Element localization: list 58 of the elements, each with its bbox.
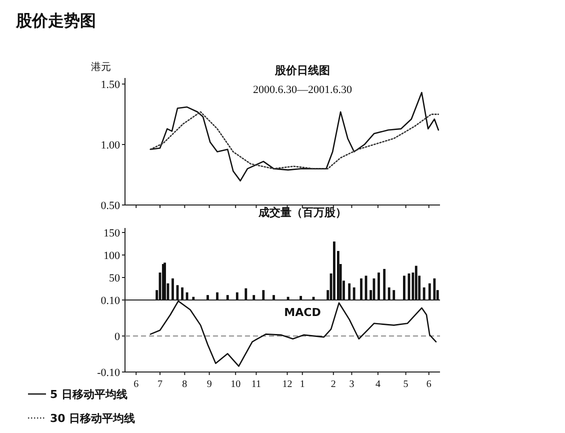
y-tick-label: 1.50 [100, 79, 120, 92]
bar [433, 278, 436, 300]
bar [414, 266, 418, 300]
line-series [150, 92, 440, 182]
bar [333, 242, 336, 300]
bar [388, 287, 390, 300]
bar [244, 288, 248, 300]
bar [383, 268, 386, 300]
x-tick-label: 6 [134, 379, 139, 390]
x-tick-label: 7 [158, 379, 162, 390]
line-series [150, 111, 440, 170]
bar [392, 290, 396, 300]
legend-label: 30 日移动平均线 [50, 412, 136, 425]
y-tick-label: -0.10 [97, 367, 120, 379]
y-tick-label: 0 [114, 331, 120, 343]
x-tick-label: 5 [403, 379, 408, 390]
x-tick-label: 4 [375, 379, 380, 390]
legend-label: 5 日移动平均线 [50, 388, 128, 401]
y-tick-label: 100 [104, 250, 120, 262]
bar [352, 287, 356, 300]
y-tick-label: 1.00 [100, 140, 120, 152]
bar [286, 296, 290, 300]
x-tick-label: 12 [282, 379, 292, 390]
bar [403, 276, 406, 300]
y-axis-title: 港元 [91, 61, 111, 73]
text: 2000.6.30—2001.6.30 [253, 84, 352, 96]
x-tick-label: 10 [230, 379, 241, 390]
bar [262, 290, 265, 300]
bar [181, 287, 184, 300]
bar [428, 283, 431, 300]
x-tick-label: 1 [300, 379, 305, 390]
chart-title: 成交量（百万股） [258, 206, 346, 219]
bar [216, 292, 218, 300]
y-tick-label: 150 [104, 228, 120, 240]
x-tick-label: 6 [426, 379, 432, 390]
bar [422, 287, 426, 300]
y-tick-label: 0.10 [100, 295, 120, 307]
x-tick-label: 8 [182, 379, 188, 390]
bar [206, 295, 209, 300]
x-tick-label: 11 [251, 379, 262, 390]
bar [300, 296, 302, 300]
y-tick-label: 0.50 [100, 200, 120, 212]
x-tick-label: 9 [206, 379, 212, 390]
bar [378, 272, 380, 300]
bar [236, 292, 238, 300]
text: MACD [284, 306, 321, 319]
x-tick-label: 2 [330, 379, 336, 390]
y-tick-label: 50 [109, 272, 120, 284]
bar [272, 295, 275, 300]
bar [192, 296, 195, 300]
bar [348, 283, 351, 300]
bar [172, 278, 174, 300]
bar [226, 295, 229, 300]
bar [360, 278, 362, 300]
bar [252, 295, 256, 300]
chart-title: 股价日线图 [274, 64, 330, 77]
text: 股价走势图 [15, 11, 96, 30]
x-tick-label: 3 [349, 379, 354, 390]
